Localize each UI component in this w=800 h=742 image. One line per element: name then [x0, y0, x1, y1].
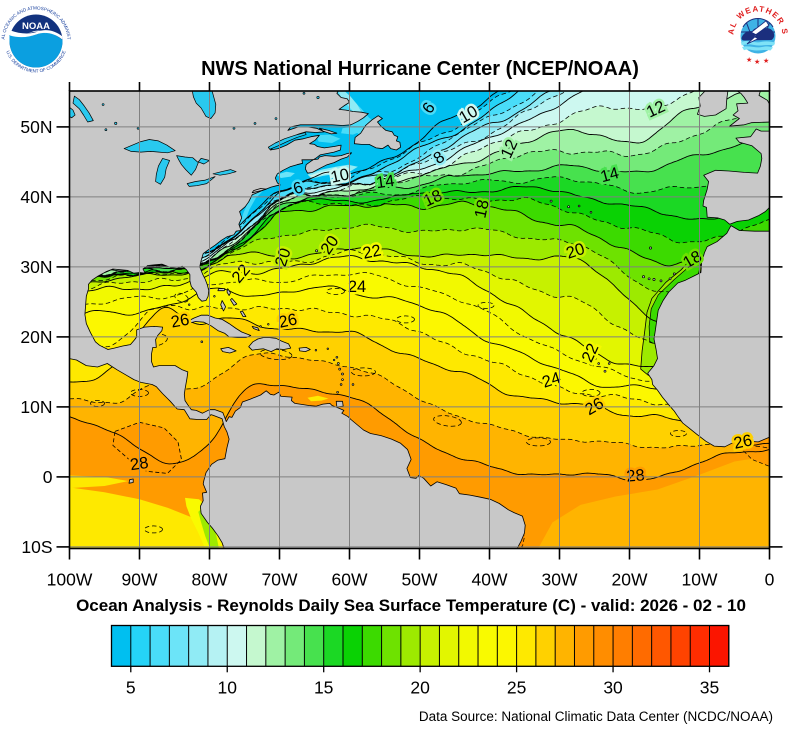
svg-text:0: 0 — [765, 570, 775, 590]
svg-text:40W: 40W — [472, 570, 508, 590]
svg-text:5: 5 — [126, 677, 136, 697]
svg-text:10W: 10W — [682, 570, 718, 590]
svg-text:10: 10 — [218, 677, 238, 697]
svg-text:20W: 20W — [612, 570, 648, 590]
svg-text:26: 26 — [170, 311, 191, 332]
svg-text:20: 20 — [564, 240, 587, 263]
svg-text:35: 35 — [700, 677, 719, 697]
svg-text:Ocean Analysis - Reynolds Dail: Ocean Analysis - Reynolds Daily Sea Surf… — [76, 596, 746, 615]
svg-text:10S: 10S — [21, 537, 52, 557]
svg-text:28: 28 — [626, 466, 646, 486]
svg-text:20N: 20N — [20, 327, 52, 347]
svg-text:10: 10 — [329, 165, 351, 186]
svg-text:90W: 90W — [122, 570, 158, 590]
svg-text:15: 15 — [314, 677, 333, 697]
svg-text:★: ★ — [746, 56, 752, 64]
svg-text:24: 24 — [348, 278, 366, 296]
svg-text:18: 18 — [471, 198, 492, 220]
svg-text:28: 28 — [626, 466, 646, 486]
svg-text:30N: 30N — [20, 257, 52, 277]
svg-text:NOAA: NOAA — [22, 21, 50, 32]
svg-text:50W: 50W — [402, 570, 438, 590]
svg-text:20: 20 — [410, 677, 430, 697]
svg-text:25: 25 — [507, 677, 526, 697]
svg-text:30W: 30W — [542, 570, 578, 590]
svg-text:★: ★ — [763, 57, 769, 65]
svg-text:14: 14 — [375, 172, 396, 192]
svg-text:14: 14 — [599, 164, 621, 186]
svg-text:50N: 50N — [20, 117, 52, 137]
svg-text:26: 26 — [732, 431, 754, 452]
svg-text:★: ★ — [754, 58, 760, 66]
svg-text:0: 0 — [43, 467, 53, 487]
svg-text:10N: 10N — [20, 397, 52, 417]
svg-text:22: 22 — [361, 241, 383, 262]
svg-text:70W: 70W — [262, 570, 298, 590]
svg-text:80W: 80W — [192, 570, 228, 590]
svg-text:Data Source: National Climatic: Data Source: National Climatic Data Cent… — [419, 709, 773, 724]
svg-text:26: 26 — [277, 310, 299, 331]
svg-text:NWS National Hurricane Center: NWS National Hurricane Center (NCEP/NOAA… — [201, 58, 639, 80]
svg-text:30: 30 — [603, 677, 623, 697]
svg-text:40N: 40N — [20, 187, 52, 207]
svg-text:60W: 60W — [332, 570, 368, 590]
svg-text:24: 24 — [540, 369, 563, 392]
svg-text:24: 24 — [348, 278, 366, 296]
svg-text:100W: 100W — [47, 570, 93, 590]
svg-text:20: 20 — [272, 246, 295, 269]
